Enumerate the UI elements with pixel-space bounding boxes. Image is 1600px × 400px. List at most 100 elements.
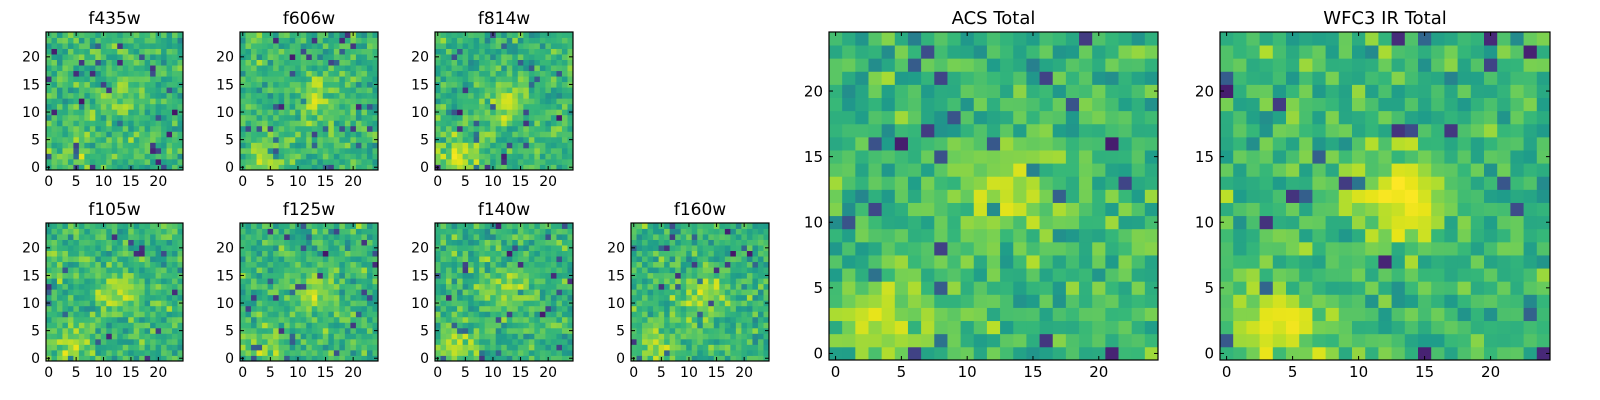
heatmap-cell xyxy=(106,48,113,55)
heatmap-cell xyxy=(262,98,268,105)
heatmap-cell xyxy=(664,355,671,362)
heatmap-cell xyxy=(111,109,118,116)
heatmap-cell xyxy=(240,65,246,72)
heatmap-cell xyxy=(462,158,469,165)
heatmap-cell xyxy=(328,245,335,251)
heatmap-cell xyxy=(506,234,513,240)
heatmap-cell xyxy=(350,103,357,110)
heatmap-cell xyxy=(111,256,118,263)
heatmap-cell xyxy=(62,142,69,149)
heatmap-cell xyxy=(161,81,167,88)
heatmap-cell xyxy=(95,278,102,285)
heatmap-cell xyxy=(300,120,307,127)
heatmap-cell xyxy=(139,114,146,121)
heatmap-cell xyxy=(881,346,896,361)
heatmap-cell xyxy=(567,344,574,351)
heatmap-cell xyxy=(1052,176,1067,190)
heatmap-cell xyxy=(122,239,129,246)
heatmap-cell xyxy=(550,278,557,285)
heatmap-cell xyxy=(278,103,285,110)
heatmap-cell xyxy=(366,158,373,165)
heatmap-cell xyxy=(144,349,151,356)
heatmap-cell xyxy=(752,349,759,356)
heatmap-cell xyxy=(702,250,709,257)
heatmap-cell xyxy=(534,37,541,44)
heatmap-cell xyxy=(440,355,447,362)
heatmap-cell xyxy=(322,305,329,312)
heatmap-cell xyxy=(295,239,302,246)
heatmap-cell xyxy=(333,333,340,340)
heatmap-cell xyxy=(829,346,843,361)
heatmap-cell xyxy=(702,278,709,285)
heatmap-cell xyxy=(256,228,263,235)
heatmap-cell xyxy=(278,294,285,301)
heatmap-cell xyxy=(133,147,140,154)
heatmap-cell xyxy=(642,245,648,251)
heatmap-cell xyxy=(339,131,346,138)
heatmap-cell xyxy=(479,239,486,246)
heatmap-cell xyxy=(361,289,368,296)
heatmap-cell xyxy=(106,338,113,345)
heatmap-cell xyxy=(539,98,546,105)
heatmap-cell xyxy=(1039,281,1054,295)
heatmap-cell xyxy=(647,239,654,246)
heatmap-cell xyxy=(161,261,167,268)
heatmap-cell xyxy=(528,125,535,132)
heatmap-cell xyxy=(539,158,546,165)
heatmap-cell xyxy=(462,272,469,279)
heatmap-cell xyxy=(111,228,118,235)
heatmap-cell xyxy=(89,136,96,143)
heatmap-cell xyxy=(344,114,351,121)
heatmap-cell xyxy=(350,311,357,318)
heatmap-cell xyxy=(333,256,340,263)
heatmap-cell xyxy=(122,59,129,66)
heatmap-cell xyxy=(528,349,535,356)
heatmap-cell xyxy=(855,294,869,308)
heatmap-cell xyxy=(161,48,167,55)
heatmap-cell xyxy=(1039,294,1054,308)
heatmap-cell xyxy=(457,92,463,99)
x-tick-label: 10 xyxy=(484,365,502,381)
heatmap-cell xyxy=(89,164,96,171)
heatmap-cell xyxy=(506,223,513,229)
heatmap-cell xyxy=(501,250,508,257)
heatmap-cell xyxy=(46,43,52,49)
heatmap-cell xyxy=(435,70,441,77)
heatmap-cell xyxy=(278,311,285,318)
heatmap-cell xyxy=(78,48,85,55)
heatmap-cell xyxy=(273,164,280,171)
heatmap-cell xyxy=(177,283,184,290)
heatmap-cell xyxy=(473,322,480,329)
heatmap-cell xyxy=(73,278,80,285)
heatmap-cell xyxy=(894,163,909,177)
x-tick-label: 20 xyxy=(149,365,167,381)
heatmap-cell xyxy=(240,278,246,285)
heatmap-cell xyxy=(278,283,285,290)
heatmap-cell xyxy=(289,142,296,149)
heatmap-cell xyxy=(295,153,302,160)
heatmap-cell xyxy=(713,289,720,296)
heatmap-cell xyxy=(451,245,458,251)
heatmap-cell xyxy=(517,131,524,138)
heatmap-cell xyxy=(691,338,698,345)
heatmap-cell xyxy=(172,109,178,116)
heatmap-cell xyxy=(757,333,764,340)
heatmap-cell xyxy=(62,98,69,105)
heatmap-cell xyxy=(111,120,118,127)
heatmap-cell xyxy=(56,261,63,268)
heatmap-cell xyxy=(361,223,368,229)
heatmap-cell xyxy=(534,109,541,116)
heatmap-cell xyxy=(741,261,748,268)
heatmap-cell xyxy=(372,333,379,340)
heatmap-cell xyxy=(697,311,704,318)
heatmap-cell xyxy=(333,316,340,323)
heatmap-cell xyxy=(95,267,102,274)
heatmap-cell xyxy=(484,70,491,77)
heatmap-cell xyxy=(51,125,58,132)
heatmap-cell xyxy=(339,48,346,55)
heatmap-cell xyxy=(713,311,720,318)
heatmap-cell xyxy=(344,256,351,263)
heatmap-cell xyxy=(556,48,563,55)
heatmap-cell xyxy=(829,215,843,230)
heatmap-cell xyxy=(986,228,1001,243)
